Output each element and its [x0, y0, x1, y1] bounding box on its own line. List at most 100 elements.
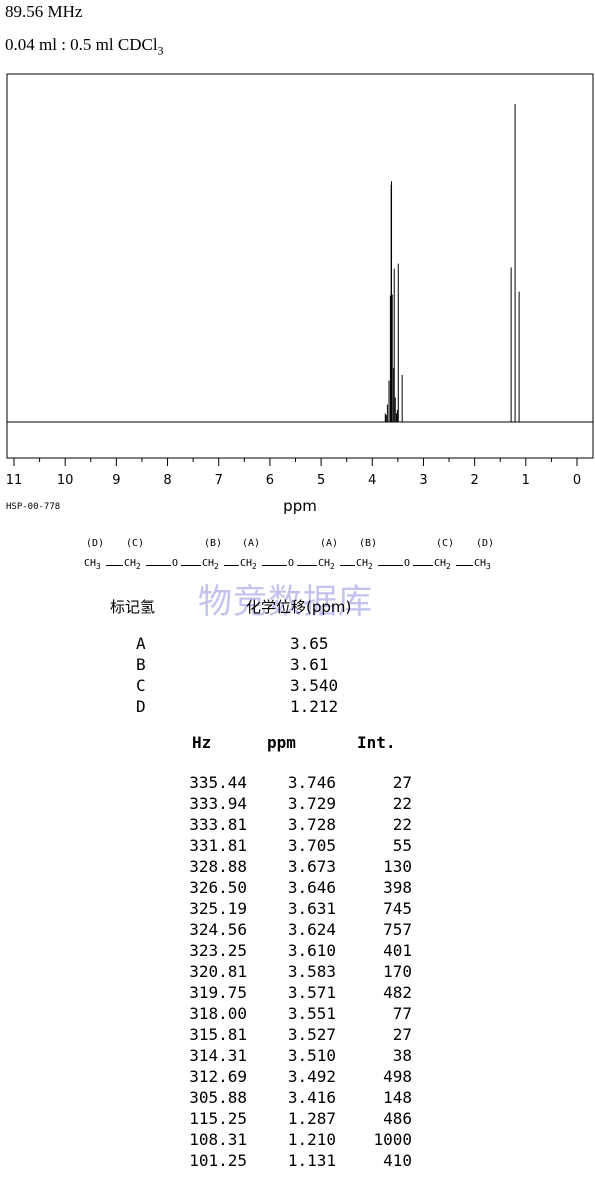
peak-hz: 331.81 — [189, 836, 247, 855]
structure-label: (D) — [86, 538, 105, 549]
structure-label: (B) — [359, 538, 378, 549]
watermark: 物竞数据库 — [198, 582, 373, 622]
peak-hz: 325.19 — [189, 899, 247, 918]
peak-int: 1000 — [373, 1130, 412, 1149]
plot-frame — [6, 73, 594, 459]
structure-group: O — [404, 558, 411, 569]
x-tick-label: 5 — [317, 473, 325, 488]
peak-int: 170 — [383, 962, 412, 981]
structure-group: CH2 — [356, 558, 373, 571]
structure-bond — [413, 565, 433, 566]
x-tick-label: 8 — [163, 473, 171, 488]
structure-group: O — [288, 558, 295, 569]
peak-ppm: 3.610 — [287, 941, 336, 960]
peak-hz: 101.25 — [189, 1151, 247, 1170]
peak-int: 757 — [383, 920, 412, 939]
peak-hz: 318.00 — [189, 1004, 247, 1023]
sample-prefix: 0.04 ml : 0.5 ml CDCl — [5, 35, 158, 54]
peak-hz: 328.88 — [189, 857, 247, 876]
molecule-structure: (D) (C) (B) (A) (A) (B) (C) (D) CH3 CH2 O C… — [84, 538, 504, 578]
assign-header-shift: 化学位移(ppm) — [246, 598, 352, 616]
x-tick-label: 11 — [6, 473, 23, 488]
x-tick-label: 3 — [419, 473, 427, 488]
peak-hz: 108.31 — [189, 1130, 247, 1149]
peak-ppm: 3.729 — [287, 794, 336, 813]
x-tick-label: 9 — [112, 473, 120, 488]
peak-int: 130 — [383, 857, 412, 876]
spectrometer-frequency: 89.56 MHz — [5, 2, 83, 21]
nmr-spectrum-chart: 11 10 9 8 7 6 5 4 3 2 1 0 ppm — [6, 73, 594, 515]
peak-int: 22 — [392, 815, 412, 834]
peak-hz: 333.81 — [189, 815, 247, 834]
peak-hz: 324.56 — [189, 920, 247, 939]
peak-hz: 326.50 — [189, 878, 247, 897]
structure-label: (A) — [320, 538, 339, 549]
assign-row-label: D — [136, 697, 146, 716]
assign-row-shift: 3.65 — [290, 634, 329, 653]
structure-label: (C) — [436, 538, 455, 549]
peaks-header-hz: Hz — [192, 733, 212, 752]
assign-row-shift: 3.540 — [290, 676, 339, 695]
peak-ppm: 3.551 — [287, 1004, 336, 1023]
peak-int: 410 — [383, 1151, 412, 1170]
structure-bond — [456, 565, 473, 566]
structure-group: CH2 — [202, 558, 219, 571]
peak-ppm: 3.646 — [287, 878, 336, 897]
peak-int: 398 — [383, 878, 412, 897]
structure-formula: CH3 CH2 O CH2 CH2 O CH2 CH2 O CH2 CH3 — [84, 558, 504, 574]
peak-ppm: 3.705 — [287, 836, 336, 855]
peaks-layer — [7, 104, 593, 423]
x-axis-label: ppm — [283, 497, 317, 515]
peak-ppm: 1.210 — [287, 1130, 336, 1149]
peak-int: 486 — [383, 1109, 412, 1128]
structure-bond — [224, 565, 239, 566]
assign-row-label: C — [136, 676, 146, 695]
peak-int: 482 — [383, 983, 412, 1002]
peak-hz: 320.81 — [189, 962, 247, 981]
structure-bond — [181, 565, 201, 566]
peak-ppm: 3.673 — [287, 857, 336, 876]
peak-ppm: 1.287 — [287, 1109, 336, 1128]
x-tick-label: 2 — [470, 473, 478, 488]
peak-ppm: 3.492 — [287, 1067, 336, 1086]
sample-subscript: 3 — [157, 43, 164, 58]
x-tick-label: 1 — [522, 473, 530, 488]
peak-int: 22 — [392, 794, 412, 813]
peak-int: 55 — [392, 836, 412, 855]
structure-group: CH2 — [318, 558, 335, 571]
peak-hz: 315.81 — [189, 1025, 247, 1044]
peak-ppm: 3.746 — [287, 773, 336, 792]
structure-group: O — [172, 558, 179, 569]
structure-group: CH2 — [124, 558, 141, 571]
peak-ppm: 3.416 — [287, 1088, 336, 1107]
x-tick-label: 10 — [57, 473, 74, 488]
peaks-header-ppm: ppm — [267, 733, 296, 752]
peak-ppm: 3.510 — [287, 1046, 336, 1065]
structure-bond — [262, 565, 287, 566]
structure-label: (A) — [242, 538, 261, 549]
structure-bond — [146, 565, 171, 566]
structure-bond — [340, 565, 355, 566]
peak-int: 38 — [392, 1046, 412, 1065]
structure-group: CH3 — [84, 558, 101, 571]
spectrum-code: HSP-00-778 — [6, 502, 61, 512]
peak-int: 401 — [383, 941, 412, 960]
peak-ppm: 3.583 — [287, 962, 336, 981]
x-tick-label: 4 — [368, 473, 376, 488]
x-tick-label: 7 — [215, 473, 223, 488]
peak-hz: 312.69 — [189, 1067, 247, 1086]
peak-ppm: 3.624 — [287, 920, 336, 939]
assign-row-shift: 3.61 — [290, 655, 329, 674]
peak-int: 498 — [383, 1067, 412, 1086]
peak-hz: 319.75 — [189, 983, 247, 1002]
peak-ppm: 3.571 — [287, 983, 336, 1002]
structure-group: CH2 — [434, 558, 451, 571]
ticks-layer: 11 10 9 8 7 6 5 4 3 2 1 0 — [6, 458, 581, 488]
assign-row-label: B — [136, 655, 146, 674]
structure-group: CH3 — [474, 558, 491, 571]
structure-bond — [378, 565, 403, 566]
peak-hz: 323.25 — [189, 941, 247, 960]
peak-ppm: 3.527 — [287, 1025, 336, 1044]
peak-ppm: 3.728 — [287, 815, 336, 834]
assign-row-label: A — [136, 634, 146, 653]
